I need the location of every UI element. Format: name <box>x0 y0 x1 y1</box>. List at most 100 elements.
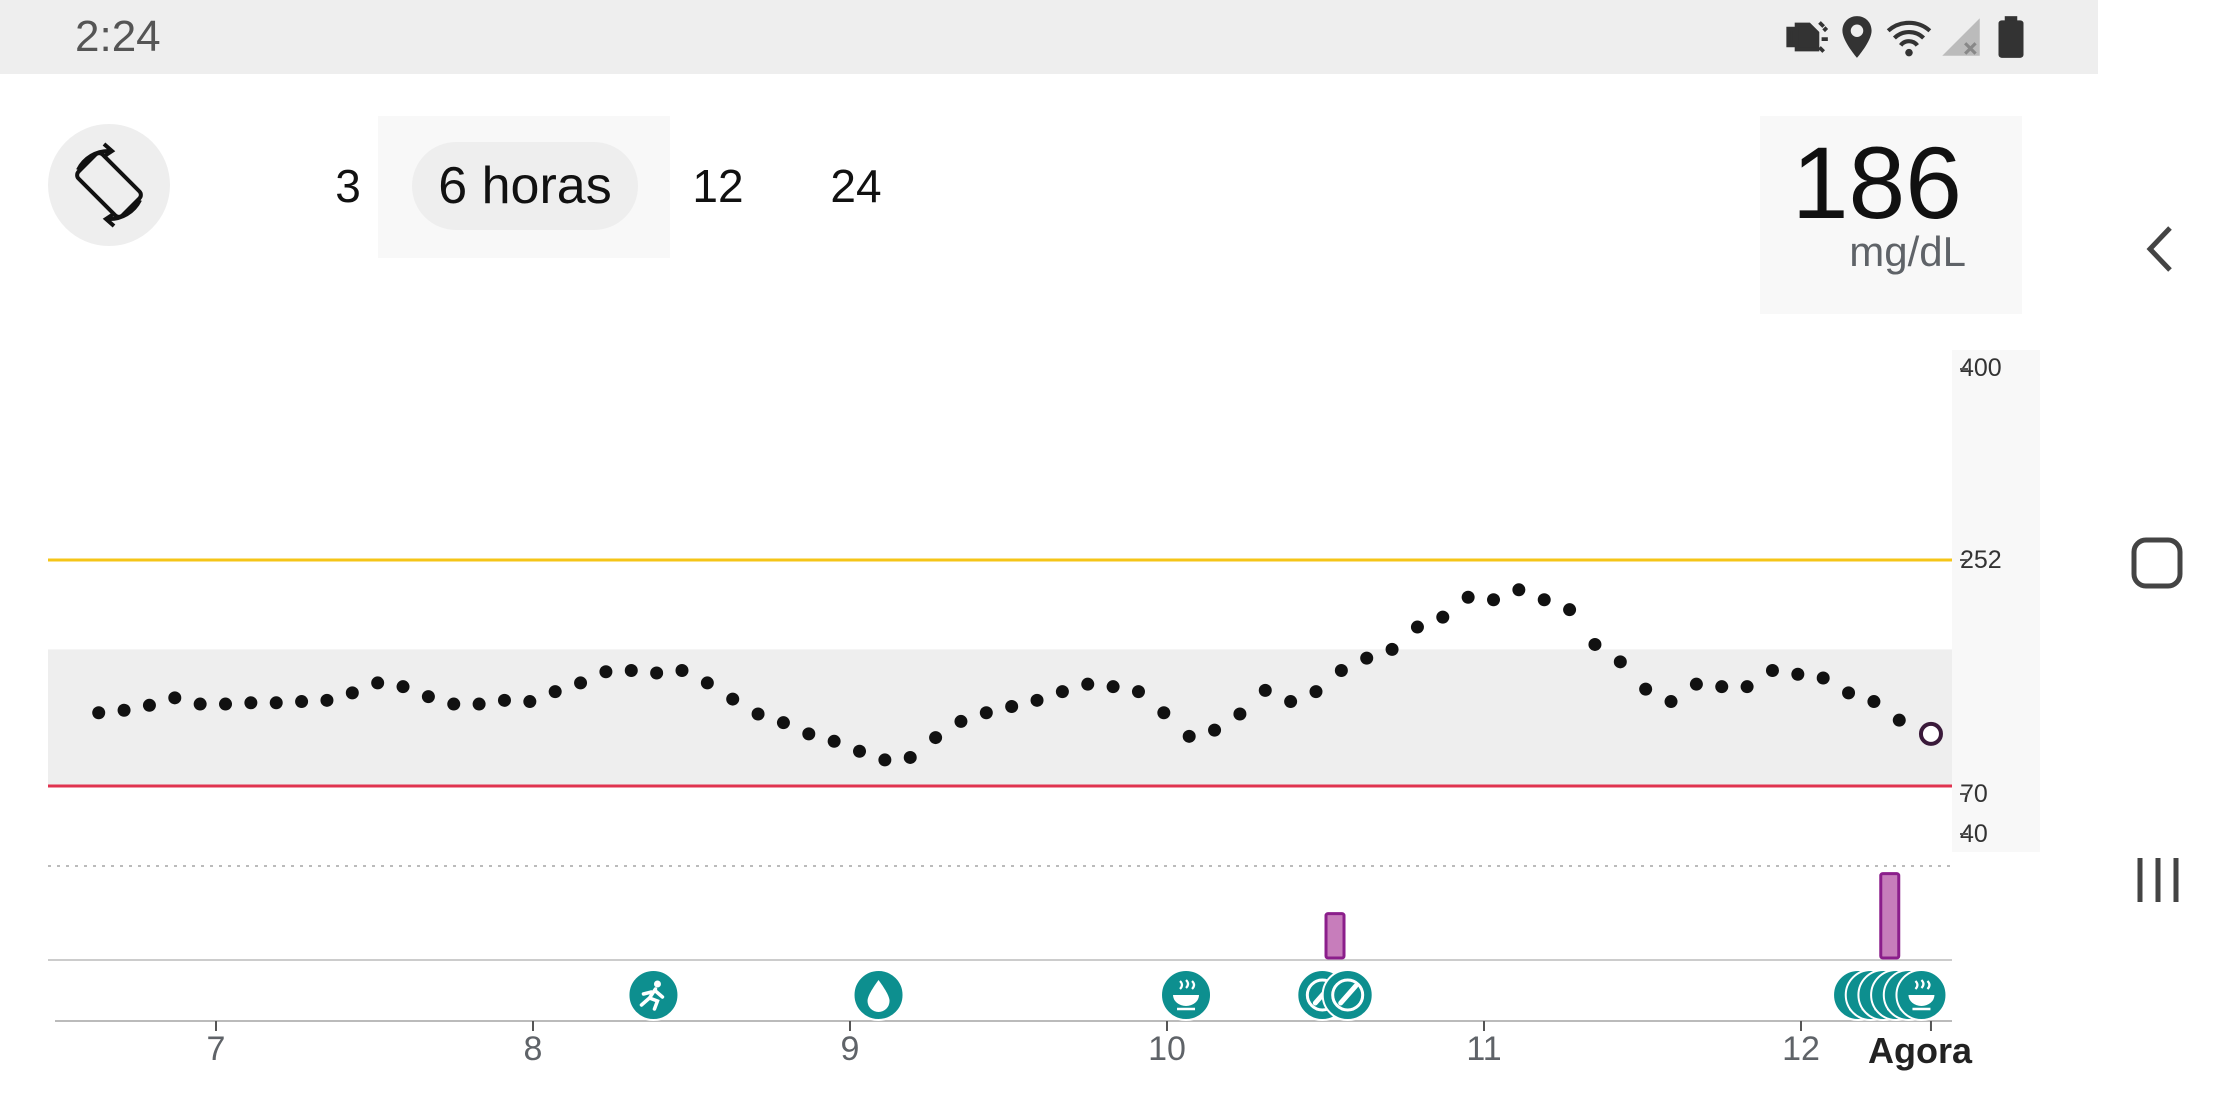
glucose-point <box>1284 695 1298 709</box>
glucose-point <box>1233 707 1247 721</box>
glucose-point <box>675 664 689 678</box>
wifi-icon <box>1886 20 1932 57</box>
glucose-point <box>219 697 233 711</box>
glucose-point <box>1791 667 1805 681</box>
current-reading-card <box>1760 116 2022 314</box>
glucose-point <box>1765 664 1779 678</box>
range-option-6-selected[interactable]: 6 horas <box>412 142 638 230</box>
x-tick-label: 11 <box>1466 1030 1502 1068</box>
range-option-3[interactable]: 3 <box>335 160 361 212</box>
glucose-point <box>574 676 588 690</box>
insulin-bar <box>1324 912 1346 960</box>
glucose-point <box>269 696 283 710</box>
pen-injection-icon <box>1321 969 1374 1021</box>
glucose-point <box>1613 655 1627 669</box>
glucose-point <box>1055 685 1069 699</box>
glucose-point <box>1842 686 1856 700</box>
glucose-point <box>1892 713 1906 727</box>
glucose-point <box>954 714 968 728</box>
target-range-band <box>48 649 1952 786</box>
glucose-point <box>1360 651 1374 665</box>
location-icon <box>1842 16 1872 58</box>
meal-icon <box>1895 969 1948 1021</box>
glucose-point <box>447 697 461 711</box>
glucose-point <box>1588 637 1602 651</box>
glucose-point <box>497 693 511 707</box>
glucose-point <box>1664 695 1678 709</box>
glucose-point <box>776 716 790 730</box>
home-icon[interactable] <box>2131 537 2183 589</box>
current-glucose-unit: mg/dL <box>1849 228 1966 275</box>
glucose-point <box>1258 683 1272 697</box>
glucose-point <box>1182 729 1196 743</box>
glucose-point <box>1157 706 1171 720</box>
glucose-point <box>295 695 309 709</box>
x-tick-label: 8 <box>523 1030 543 1068</box>
rotate-screen-button[interactable] <box>48 124 170 246</box>
glucose-point <box>117 703 131 717</box>
glucose-point <box>751 707 765 721</box>
glucose-point <box>1740 680 1754 694</box>
x-tick-label: 9 <box>840 1030 860 1068</box>
status-time: 2:24 <box>75 12 161 61</box>
x-tick-label: 7 <box>206 1030 226 1068</box>
glucose-point <box>1030 693 1044 707</box>
blood-drop-icon <box>852 969 905 1021</box>
glucose-point <box>548 685 562 699</box>
glucose-point <box>396 680 410 694</box>
glucose-point <box>1487 593 1501 607</box>
glucose-point <box>1309 685 1323 699</box>
glucose-point <box>1639 682 1653 696</box>
current-glucose-value: 186 <box>1791 126 1962 240</box>
glucose-point <box>244 696 258 710</box>
battery-icon <box>1998 16 2024 58</box>
glucose-point <box>1385 642 1399 656</box>
recents-icon[interactable] <box>2137 858 2179 902</box>
glucose-point <box>929 731 943 745</box>
glucose-point <box>624 664 638 678</box>
status-bar: 2:24 <box>0 0 2098 74</box>
glucose-point <box>523 695 537 709</box>
glucose-point <box>1816 671 1830 685</box>
glucose-point <box>802 727 816 741</box>
glucose-point <box>1461 590 1475 604</box>
glucose-point <box>421 690 435 704</box>
glucose-point <box>92 706 106 720</box>
glucose-point <box>371 676 385 690</box>
glucose-point <box>1410 620 1424 634</box>
glucose-point <box>1563 603 1577 617</box>
glucose-point <box>650 666 664 680</box>
glucose-point <box>1106 680 1120 694</box>
glucose-point <box>1689 677 1703 691</box>
meal-icon <box>1160 969 1213 1021</box>
glucose-point <box>853 744 867 758</box>
signal-icon <box>1942 18 1980 56</box>
glucose-point <box>726 692 740 706</box>
glucose-point <box>193 697 207 711</box>
glucose-point <box>878 753 892 767</box>
glucose-point <box>599 665 613 679</box>
x-tick-label-now: Agora <box>1868 1030 1973 1071</box>
glucose-point <box>700 676 714 690</box>
back-icon[interactable] <box>2146 226 2172 272</box>
glucose-point <box>320 693 334 707</box>
range-option-12[interactable]: 12 <box>692 160 744 212</box>
x-tick-label: 12 <box>1782 1030 1820 1068</box>
glucose-point <box>827 734 841 748</box>
glucose-point <box>345 686 359 700</box>
system-nav-bar <box>2098 0 2220 1110</box>
y-axis-background <box>1952 350 2040 852</box>
range-option-24[interactable]: 24 <box>830 160 882 212</box>
glucose-point <box>1867 695 1881 709</box>
glucose-point <box>1081 677 1095 691</box>
glucose-point <box>1131 685 1145 699</box>
exercise-icon <box>627 969 680 1021</box>
glucose-point <box>168 691 182 705</box>
screen-rotation-icon <box>75 142 143 228</box>
current-glucose-point <box>1918 721 1943 746</box>
glucose-point <box>1334 664 1348 678</box>
glucose-point <box>142 698 156 712</box>
glucose-point <box>1005 700 1019 714</box>
glucose-point <box>979 706 993 720</box>
